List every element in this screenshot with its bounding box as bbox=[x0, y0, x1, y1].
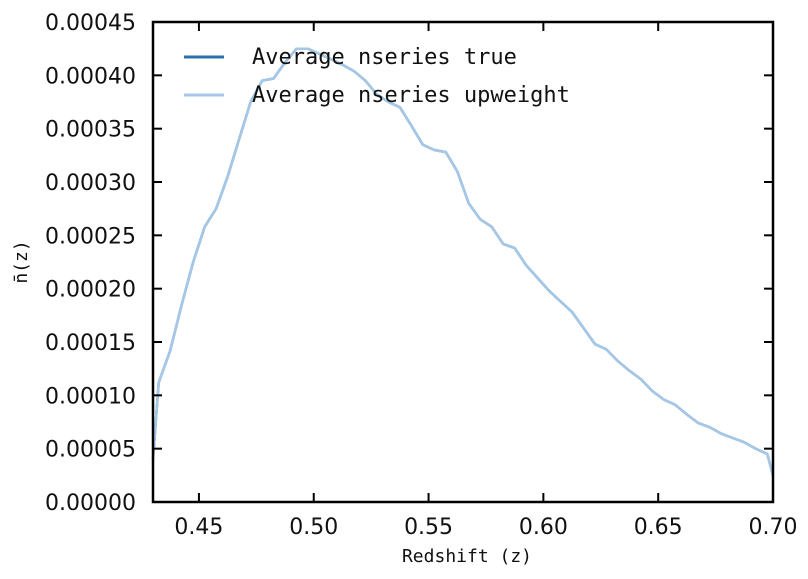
legend-label-0: Average nseries true bbox=[252, 45, 517, 70]
x-tick-label: 0.45 bbox=[174, 515, 223, 540]
x-axis-label: Redshift (z) bbox=[402, 546, 532, 567]
y-tick-label: 0.00005 bbox=[45, 438, 136, 463]
x-tick-label: 0.55 bbox=[404, 515, 453, 540]
series-layer bbox=[151, 47, 775, 476]
y-tick-label: 0.00020 bbox=[45, 278, 136, 303]
y-tick-label: 0.00040 bbox=[45, 64, 136, 89]
legend-label-1: Average nseries upweight bbox=[252, 83, 570, 108]
x-tick-label: 0.50 bbox=[289, 515, 338, 540]
y-axis-label: n̄(z) bbox=[11, 240, 32, 283]
ticks-layer: 0.00000 0.00005 0.00010 0.00015 0.00020 0.000… bbox=[45, 11, 797, 540]
y-tick-label: 0.00025 bbox=[45, 224, 136, 249]
legend: Average nseries true Average nseries upwe… bbox=[184, 45, 570, 108]
y-tick-label: 0.00015 bbox=[45, 331, 136, 356]
plot-frame bbox=[151, 20, 775, 504]
y-tick-label: 0.00030 bbox=[45, 171, 136, 196]
x-tick-label: 0.65 bbox=[634, 515, 683, 540]
series-line-1 bbox=[151, 47, 775, 476]
x-tick-label: 0.70 bbox=[749, 515, 798, 540]
y-tick-label: 0.00045 bbox=[45, 11, 136, 36]
x-tick-label: 0.60 bbox=[519, 515, 568, 540]
y-tick-label: 0.00000 bbox=[45, 491, 136, 516]
y-tick-label: 0.00035 bbox=[45, 118, 136, 143]
y-tick-label: 0.00010 bbox=[45, 384, 136, 409]
